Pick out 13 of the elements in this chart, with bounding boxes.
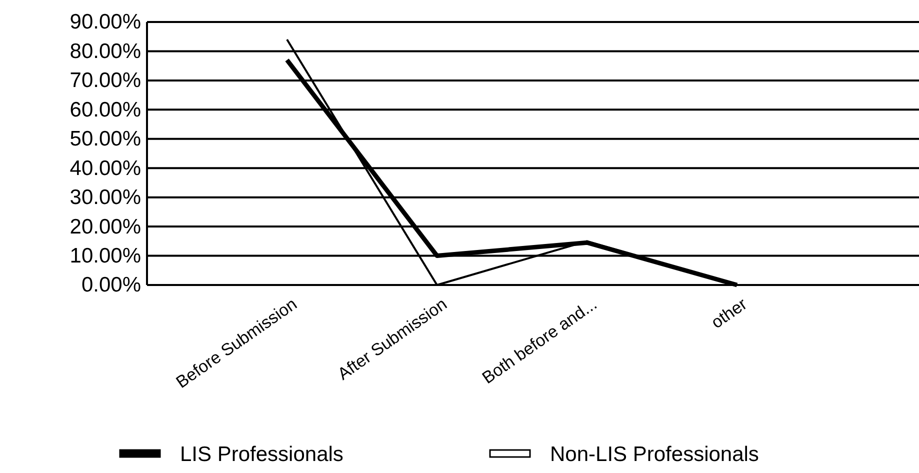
y-tick-label: 30.00%	[70, 186, 141, 210]
y-tick-label: 90.00%	[70, 10, 141, 34]
x-tick-label: other	[708, 294, 751, 332]
y-tick-label: 10.00%	[70, 244, 141, 268]
y-tick-label: 40.00%	[70, 156, 141, 180]
y-tick-label: 80.00%	[70, 40, 141, 63]
y-tick-label: 0.00%	[81, 274, 141, 297]
legend-label: Non-LIS Professionals	[550, 443, 759, 466]
y-tick-label: 70.00%	[70, 69, 141, 92]
y-tick-label: 20.00%	[70, 215, 141, 238]
y-tick-label: 60.00%	[70, 98, 141, 122]
y-tick-label: 50.00%	[70, 128, 141, 151]
legend-label: LIS Professionals	[180, 443, 344, 466]
